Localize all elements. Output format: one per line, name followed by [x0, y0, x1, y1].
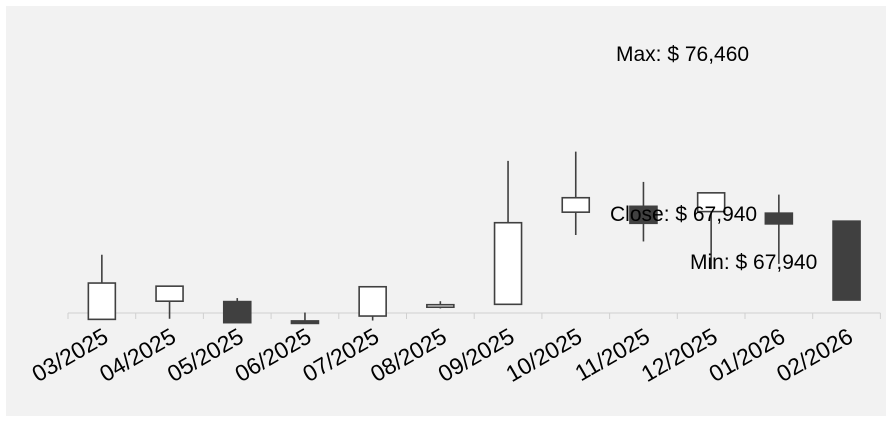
- x-tick-label: 06/2025: [230, 323, 315, 387]
- candle-body: [696, 192, 726, 213]
- x-axis: [67, 312, 881, 319]
- candle-body: [629, 205, 658, 225]
- candle: [832, 220, 861, 301]
- candles: [87, 151, 861, 325]
- x-tick-label: 01/2026: [704, 323, 789, 387]
- x-tick-label: 10/2025: [501, 323, 586, 387]
- candle-body: [358, 285, 387, 317]
- candle-body: [222, 300, 252, 324]
- x-tick-label: 09/2025: [434, 323, 519, 387]
- candle: [426, 301, 455, 309]
- candle-body: [155, 285, 184, 302]
- candle: [290, 312, 320, 325]
- min-annotation: Min: $ 67,940: [690, 251, 817, 274]
- x-tick-label: 07/2025: [298, 323, 383, 387]
- candle: [358, 285, 387, 321]
- x-tick-label: 05/2025: [163, 323, 248, 387]
- candle: [222, 298, 252, 324]
- candle: [493, 160, 523, 306]
- candle-body: [561, 196, 591, 213]
- candle-body: [493, 221, 523, 306]
- candle-body: [764, 212, 794, 225]
- candle-body: [87, 282, 117, 321]
- x-tick-label: 11/2025: [570, 323, 654, 386]
- x-tick-label: 12/2025: [637, 323, 722, 387]
- close-annotation: Close: $ 67,940: [610, 203, 757, 226]
- candle-body: [426, 303, 455, 309]
- candle: [155, 285, 184, 319]
- x-tick-label: 04/2025: [95, 323, 180, 387]
- x-tick-label: 03/2025: [27, 323, 112, 387]
- max-annotation: Max: $ 76,460: [616, 43, 749, 66]
- x-tick-label: 08/2025: [366, 323, 451, 387]
- chart-frame: 03/2025 04/2025 05/2025 06/2025 07/2025 08/20…: [6, 6, 886, 416]
- candle: [696, 192, 726, 270]
- candle: [87, 254, 117, 321]
- candlestick-chart: 03/202504/202505/202506/202507/202508/20…: [27, 43, 881, 387]
- candle: [764, 194, 794, 264]
- candle: [629, 181, 658, 242]
- x-tick-label: 02/2026: [772, 323, 857, 387]
- candle-body: [832, 220, 861, 301]
- candle: [561, 151, 591, 236]
- x-tick-labels: 03/202504/202505/202506/202507/202508/20…: [27, 323, 857, 387]
- candle-body: [290, 320, 320, 325]
